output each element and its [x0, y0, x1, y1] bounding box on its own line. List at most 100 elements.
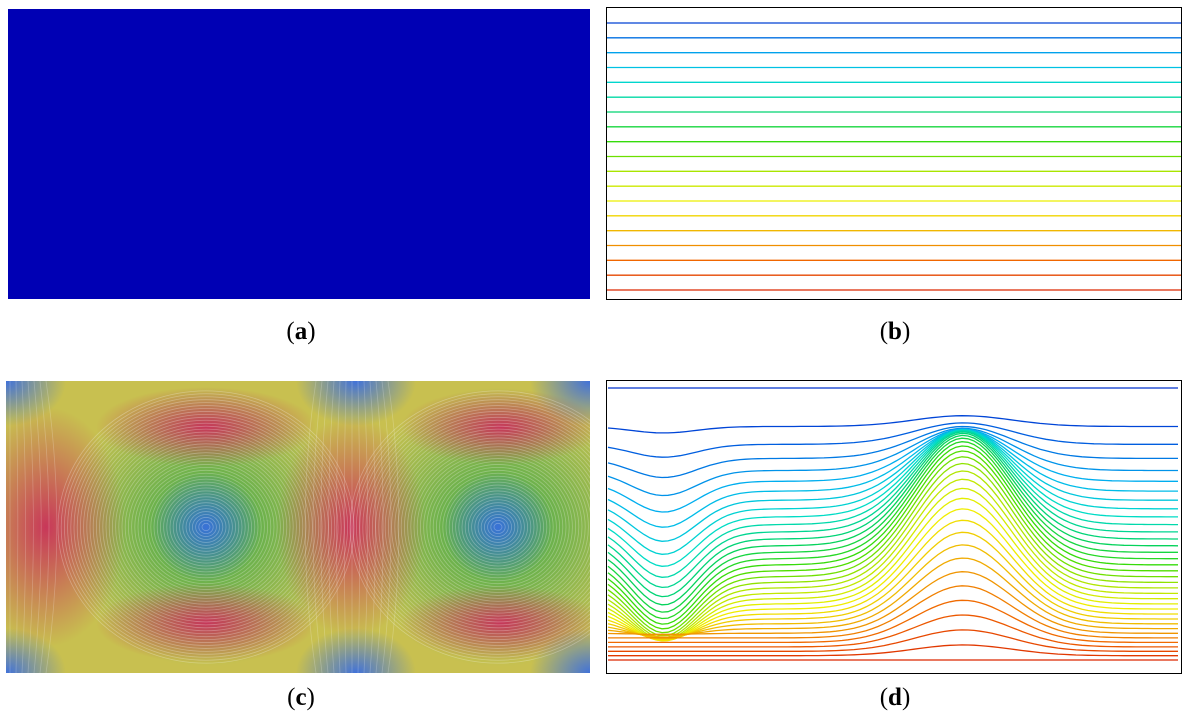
contour-line — [607, 508, 1178, 642]
streamline — [188, 511, 224, 543]
contour-line — [607, 450, 1178, 630]
low-velocity-corner — [6, 628, 66, 673]
streamline — [63, 396, 349, 658]
streamline — [467, 499, 528, 555]
low-velocity-corner — [6, 381, 66, 426]
streamline — [432, 466, 564, 588]
streamline — [21, 381, 26, 673]
streamline — [166, 490, 246, 564]
streamline — [413, 449, 583, 605]
streamline — [442, 475, 554, 579]
contour-line — [607, 429, 1178, 555]
panel-b-frame — [606, 7, 1182, 300]
streamline — [336, 381, 341, 673]
low-velocity-corner — [530, 381, 590, 426]
low-velocity-corner — [296, 381, 416, 426]
high-velocity-region — [96, 387, 316, 467]
streamline — [70, 402, 342, 652]
contour-line — [607, 462, 1178, 637]
contour-line — [607, 432, 1178, 598]
streamline — [384, 422, 590, 632]
streamline — [201, 522, 211, 532]
streamline — [112, 440, 300, 614]
contour-line — [607, 531, 1178, 640]
streamline — [419, 455, 576, 599]
contour-line — [607, 478, 1178, 641]
streamline — [461, 493, 535, 561]
contour-line — [607, 427, 1178, 497]
streamline — [89, 419, 323, 635]
streamline — [304, 381, 317, 673]
streamline — [448, 481, 548, 573]
streamline — [328, 381, 335, 673]
panel-b-plot — [606, 7, 1182, 300]
contour-line — [607, 428, 1178, 513]
streamline — [363, 381, 368, 673]
contour-line — [608, 629, 1178, 652]
streamline — [67, 399, 345, 655]
streamline — [147, 472, 265, 582]
streamline — [404, 440, 590, 614]
caption-a: (a) — [286, 318, 316, 345]
streamline — [143, 469, 268, 585]
streamline — [60, 393, 352, 661]
streamline — [474, 505, 522, 549]
panel-b-straight-contours — [606, 7, 1182, 300]
contour-line — [607, 431, 1178, 589]
high-velocity-region — [96, 583, 316, 663]
streamline — [477, 508, 519, 546]
streamline — [320, 381, 329, 673]
panel-a-uniform-field — [8, 9, 590, 299]
streamline — [381, 419, 590, 635]
contour-line — [607, 429, 1178, 567]
streamline — [140, 466, 272, 588]
contour-line — [607, 422, 1178, 458]
panel-d-plot — [606, 380, 1182, 674]
contour-line — [608, 614, 1178, 648]
streamline — [99, 428, 313, 626]
contour-line — [607, 430, 1178, 578]
contour-line — [607, 437, 1178, 613]
streamline — [464, 496, 532, 558]
streamline — [150, 475, 262, 579]
streamline — [156, 481, 256, 573]
streamline — [124, 452, 288, 602]
streamline — [435, 469, 560, 585]
streamline — [134, 461, 278, 593]
contour-line — [607, 557, 1178, 637]
contour-line — [608, 585, 1178, 639]
vortex-core — [151, 472, 261, 582]
streamline — [356, 396, 590, 658]
streamline — [439, 472, 557, 582]
streamline — [451, 484, 544, 570]
streamline — [115, 443, 297, 611]
contour-line — [607, 470, 1178, 639]
contour-line — [607, 425, 1178, 479]
streamline — [391, 428, 590, 626]
streamline — [182, 505, 230, 549]
contour-line — [607, 429, 1178, 542]
streamline — [480, 511, 516, 543]
streamline — [27, 381, 34, 673]
vortex-core — [443, 472, 553, 582]
streamline — [426, 461, 570, 593]
streamline — [397, 434, 590, 620]
streamline — [407, 443, 589, 611]
streamline — [73, 405, 339, 649]
contour-line — [607, 428, 1178, 528]
streamline — [359, 399, 590, 655]
streamline — [429, 464, 567, 590]
streamline — [378, 416, 590, 638]
streamline — [105, 434, 307, 620]
streamline — [471, 502, 525, 552]
streamline — [96, 425, 316, 629]
streamline — [349, 390, 590, 664]
panel-c-plot — [6, 381, 590, 673]
streamline — [57, 390, 355, 664]
streamline — [388, 425, 590, 629]
streamline — [195, 517, 217, 537]
low-velocity-corner — [296, 628, 416, 673]
streamline — [416, 452, 580, 602]
streamline — [39, 381, 50, 673]
streamline — [312, 381, 323, 673]
